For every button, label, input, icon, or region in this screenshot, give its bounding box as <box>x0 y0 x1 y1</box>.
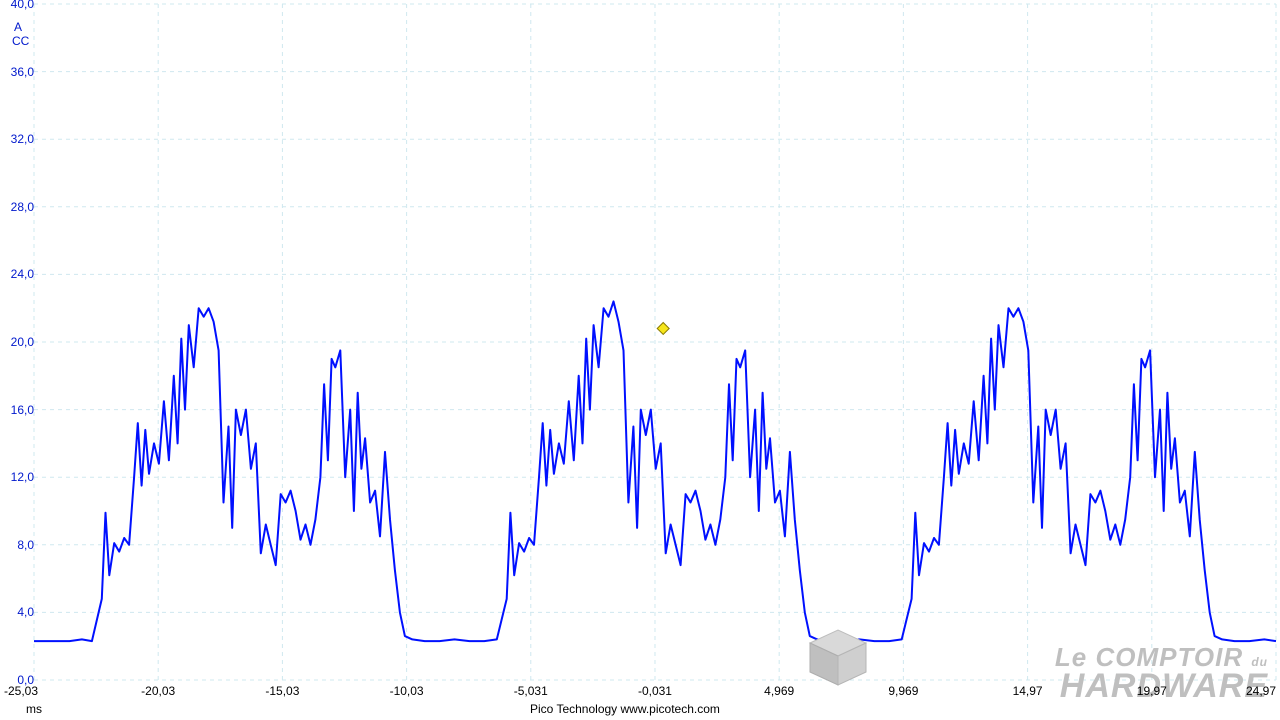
x-unit: ms <box>26 702 42 716</box>
chart-svg <box>0 0 1280 720</box>
y-tick-label: 24,0 <box>4 267 34 281</box>
y-tick-label: 40,0 <box>4 0 34 11</box>
y-tick-label: 28,0 <box>4 200 34 214</box>
y-tick-label: 4,0 <box>4 605 34 619</box>
x-tick-label: -0,031 <box>638 684 672 698</box>
y-unit-line2: CC <box>12 34 29 48</box>
x-tick-label: -20,03 <box>141 684 175 698</box>
x-tick-label: -15,03 <box>265 684 299 698</box>
oscilloscope-chart: A CC ms Pico Technology www.picotech.com… <box>0 0 1280 720</box>
y-tick-label: 32,0 <box>4 132 34 146</box>
y-unit-line1: A <box>14 20 22 34</box>
footer-credit: Pico Technology www.picotech.com <box>530 702 720 716</box>
x-tick-label: 9,969 <box>888 684 918 698</box>
x-tick-label: -5,031 <box>514 684 548 698</box>
y-tick-label: 20,0 <box>4 335 34 349</box>
x-tick-label: -25,03 <box>4 684 54 698</box>
x-tick-label: 24,97 <box>1246 684 1276 698</box>
y-tick-label: 12,0 <box>4 470 34 484</box>
y-tick-label: 36,0 <box>4 65 34 79</box>
y-tick-label: 16,0 <box>4 403 34 417</box>
x-tick-label: 4,969 <box>764 684 794 698</box>
x-tick-label: 14,97 <box>1013 684 1043 698</box>
x-tick-label: -10,03 <box>390 684 424 698</box>
x-tick-label: 19,97 <box>1137 684 1167 698</box>
y-tick-label: 8,0 <box>4 538 34 552</box>
